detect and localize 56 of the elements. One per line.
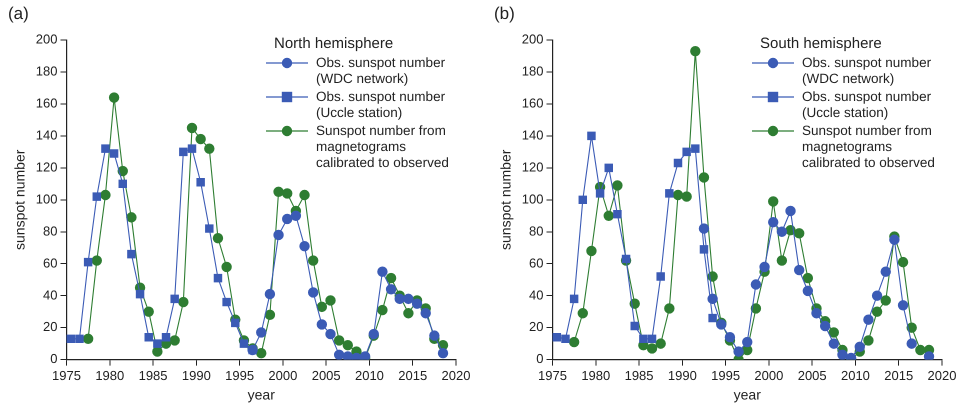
x-tick-label: 1990 <box>668 368 697 383</box>
y-tick-label: 0 <box>50 351 58 366</box>
x-tick-label: 1975 <box>538 368 567 383</box>
y-tick-label: 40 <box>43 287 58 302</box>
y-tick-label: 200 <box>522 32 544 47</box>
y-axis-title: sunspot number <box>497 149 514 250</box>
y-tick-label: 120 <box>522 159 544 174</box>
legend-label: Obs. sunspot number (Uccle station) <box>316 89 446 121</box>
x-tick-label: 2005 <box>312 368 341 383</box>
legend-label: Obs. sunspot number (WDC network) <box>802 55 932 87</box>
y-tick-label: 60 <box>529 255 544 270</box>
y-tick-label: 160 <box>522 96 544 110</box>
y-tick-label: 140 <box>522 127 544 142</box>
y-tick-label: 60 <box>43 255 58 270</box>
x-tick-label: 1980 <box>581 368 610 383</box>
legend-label: Obs. sunspot number (WDC network) <box>316 55 446 87</box>
y-tick-label: 100 <box>36 191 58 206</box>
x-tick-label: 1980 <box>95 368 124 383</box>
text: (a) <box>8 4 29 24</box>
x-tick-label: 2020 <box>928 368 956 383</box>
legend-label: Sunspot number from magnetograms calibrated to observed <box>316 123 450 171</box>
x-tick-label: 2005 <box>798 368 827 383</box>
x-tick-label: 2020 <box>442 368 470 383</box>
y-tick-label: 80 <box>43 223 58 238</box>
legend-title: South hemisphere <box>760 35 883 52</box>
x-tick-label: 1975 <box>52 368 81 383</box>
x-tick-label: 1995 <box>711 368 740 383</box>
x-tick-label: 2000 <box>754 368 784 383</box>
x-tick-label: 1990 <box>182 368 211 383</box>
y-tick-label: 200 <box>36 32 58 47</box>
legend-label: Sunspot number from magnetograms calibrated to observed <box>802 123 936 171</box>
x-tick-label: 2010 <box>840 368 870 383</box>
y-tick-label: 100 <box>522 191 544 206</box>
text: (b) <box>494 4 515 24</box>
x-tick-label: 1985 <box>624 368 654 383</box>
x-tick-label: 1995 <box>225 368 254 383</box>
y-tick-label: 80 <box>529 223 544 238</box>
x-tick-label: 1985 <box>138 368 168 383</box>
x-tick-label: 2015 <box>398 368 428 383</box>
x-axis-title: year <box>734 386 762 402</box>
y-tick-label: 40 <box>529 287 544 302</box>
y-tick-label: 160 <box>36 96 58 110</box>
y-tick-label: 140 <box>36 127 58 142</box>
legend-title: North hemisphere <box>274 35 394 52</box>
x-tick-label: 2000 <box>268 368 298 383</box>
y-tick-label: 180 <box>522 64 544 79</box>
legend-label: Obs. sunspot number (Uccle station) <box>802 89 932 121</box>
x-axis-title: year <box>248 386 276 402</box>
y-tick-label: 20 <box>43 319 58 334</box>
y-tick-label: 120 <box>36 159 58 174</box>
y-tick-label: 180 <box>36 64 58 79</box>
y-tick-label: 0 <box>536 351 544 366</box>
y-axis-title: sunspot number <box>11 149 28 250</box>
x-tick-label: 2015 <box>884 368 914 383</box>
y-tick-label: 20 <box>529 319 544 334</box>
x-tick-label: 2010 <box>354 368 384 383</box>
